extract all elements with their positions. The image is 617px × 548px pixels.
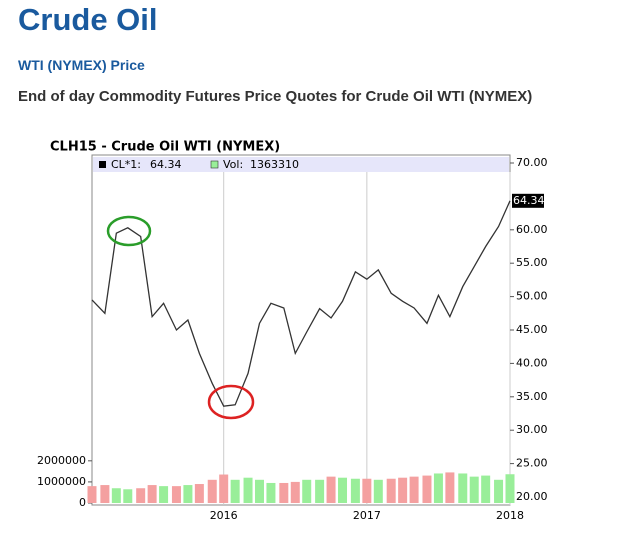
y2-tick-label: 1000000 bbox=[37, 475, 86, 488]
y-tick-label: 20.00 bbox=[516, 490, 548, 503]
y-tick-label: 45.00 bbox=[516, 323, 548, 336]
volume-bar bbox=[136, 488, 146, 503]
volume-bar bbox=[458, 473, 468, 503]
volume-bar bbox=[171, 486, 181, 503]
volume-bar bbox=[373, 479, 383, 503]
y-tick-label: 35.00 bbox=[516, 390, 548, 403]
x-tick-label: 2016 bbox=[210, 509, 238, 522]
volume-bar bbox=[207, 479, 217, 503]
volume-bar bbox=[422, 475, 432, 503]
y-tick-label: 25.00 bbox=[516, 457, 548, 470]
y-tick-label: 70.00 bbox=[516, 156, 548, 169]
volume-bar bbox=[302, 479, 312, 503]
legend-strip bbox=[93, 157, 509, 172]
x-tick-label: 2018 bbox=[496, 509, 524, 522]
volume-bar bbox=[433, 473, 443, 503]
volume-bar bbox=[111, 488, 121, 503]
volume-bar bbox=[123, 489, 133, 503]
volume-bar bbox=[505, 474, 515, 503]
volume-bar bbox=[254, 479, 264, 503]
x-tick-label: 2017 bbox=[353, 509, 381, 522]
volume-bar bbox=[398, 477, 408, 503]
y-tick-label: 30.00 bbox=[516, 423, 548, 436]
last-price-box bbox=[512, 193, 544, 208]
chart-title: CLH15 - Crude Oil WTI (NYMEX) bbox=[50, 140, 280, 155]
volume-bar bbox=[194, 484, 204, 503]
price-line bbox=[91, 200, 511, 407]
last-price-label: 64.34 bbox=[513, 194, 545, 207]
page-description: End of day Commodity Futures Price Quote… bbox=[18, 88, 533, 105]
volume-bar bbox=[147, 485, 157, 503]
page-title: Crude Oil bbox=[18, 2, 158, 37]
legend-value: 1363310 bbox=[250, 158, 299, 171]
volume-bar bbox=[350, 478, 360, 503]
volume-bar bbox=[362, 478, 372, 503]
volume-bar bbox=[386, 478, 396, 503]
volume-bar bbox=[481, 475, 491, 503]
legend-swatch bbox=[99, 161, 106, 168]
volume-bar bbox=[100, 485, 110, 503]
volume-bar bbox=[183, 485, 193, 503]
y-tick-label: 60.00 bbox=[516, 223, 548, 236]
plot-frame bbox=[91, 154, 511, 506]
legend-value: 64.34 bbox=[150, 158, 182, 171]
y-tick-label: 40.00 bbox=[516, 356, 548, 369]
volume-bar bbox=[219, 474, 229, 503]
volume-bar bbox=[469, 476, 479, 503]
volume-bar bbox=[87, 486, 97, 503]
legend-label: CL*1: bbox=[111, 158, 141, 171]
volume-bar bbox=[290, 481, 300, 503]
volume-bar bbox=[159, 486, 169, 503]
volume-bar bbox=[279, 482, 289, 503]
y-tick-label: 55.00 bbox=[516, 256, 548, 269]
volume-bar bbox=[326, 476, 336, 503]
volume-bar bbox=[338, 477, 348, 503]
page-subtitle: WTI (NYMEX) Price bbox=[18, 57, 145, 73]
legend-swatch bbox=[210, 160, 219, 169]
legend-label: Vol: bbox=[223, 158, 243, 171]
volume-bar bbox=[266, 482, 276, 503]
volume-bar bbox=[230, 479, 240, 503]
volume-bar bbox=[315, 479, 325, 503]
y2-tick-label: 0 bbox=[79, 496, 86, 509]
volume-bar bbox=[494, 479, 504, 503]
volume-bar bbox=[445, 472, 455, 503]
volume-bar bbox=[243, 477, 253, 503]
volume-bar bbox=[409, 476, 419, 503]
y-tick-label: 50.00 bbox=[516, 290, 548, 303]
y2-tick-label: 2000000 bbox=[37, 454, 86, 467]
